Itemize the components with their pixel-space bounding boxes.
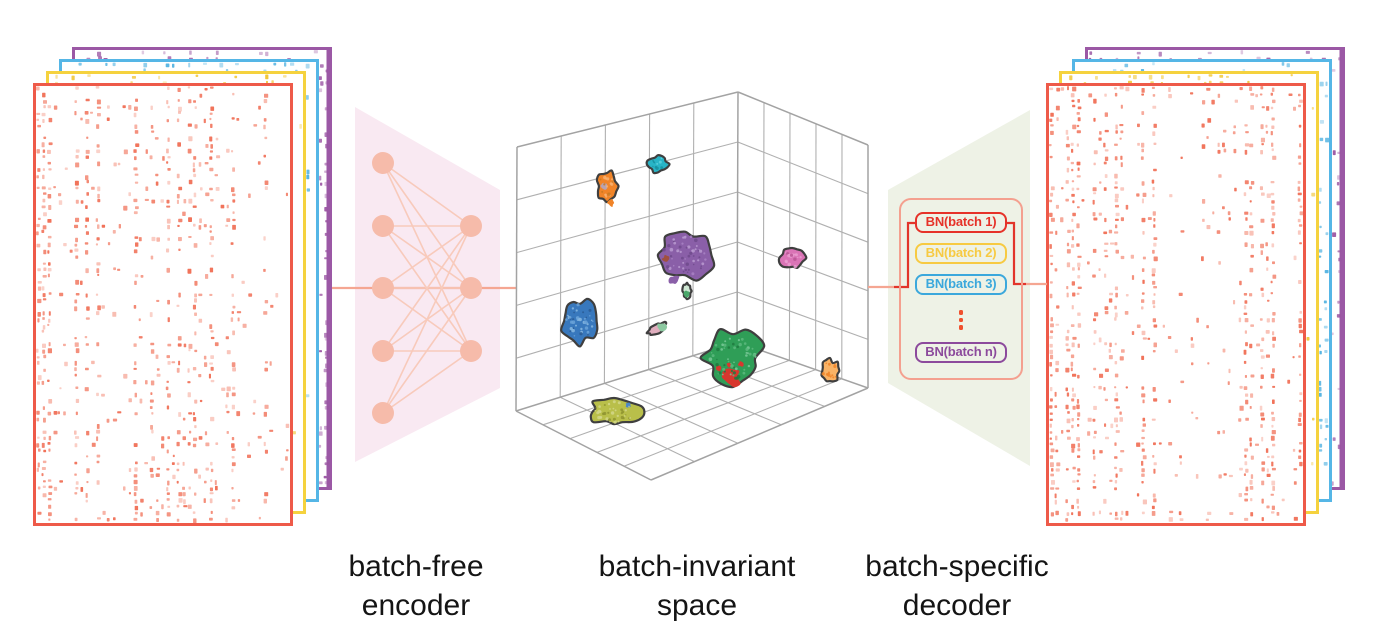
bn-batch-1-pill: BN(batch 1) [915,212,1007,233]
connector-lines [868,221,1047,289]
decoder-caption: batch-specific decoder [837,547,1077,625]
cluster-orange-right [820,356,841,383]
encoder-caption: batch-free encoder [296,547,536,625]
encoder-input-node [372,402,394,424]
decoder-caption-line2: decoder [902,589,1012,622]
cluster-magenta [777,246,808,269]
latent-space-caption: batch-invariant space [577,547,817,625]
encoder-network [372,152,482,424]
bn-batch-2-pill: BN(batch 2) [915,243,1007,264]
ellipsis-icon [957,310,965,330]
latent-space-cube [515,91,869,481]
encoder-caption-line2: encoder [361,589,471,622]
bn-batch-n-pill: BN(batch n) [915,342,1007,363]
cluster-teal-top [645,154,671,175]
encoder-input-node [372,277,394,299]
cluster-purple-large [656,230,716,284]
input-sheet-batch-1-matrix [33,83,293,526]
decoder-caption-line1: batch-specific [865,550,1049,583]
encoder-input-node [372,340,394,362]
cluster-blue [560,297,599,348]
cluster-green-large [699,328,766,389]
bracket-right [1007,221,1026,286]
cluster-mint-small [681,281,693,301]
encoder-caption-line1: batch-free [348,550,484,583]
encoder-latent-node [460,277,482,299]
cluster-orange-top [595,169,620,208]
batchnorm-stack-box: BN(batch 1) BN(batch 2) BN(batch 3) BN(b… [899,198,1023,380]
cluster-pink-green-capsule [645,320,668,337]
expression-dot-pattern [36,86,290,523]
encoder-latent-node [460,340,482,362]
latent-clusters [560,154,841,426]
encoder-input-node [372,215,394,237]
encoder-latent-node [460,215,482,237]
output-sheet-batch-1-matrix [1046,83,1306,526]
latent-caption-line1: batch-invariant [598,550,796,583]
latent-caption-line2: space [656,589,738,622]
encoder-input-node [372,152,394,174]
expression-dot-pattern [1049,86,1303,522]
bn-batch-3-pill: BN(batch 3) [915,274,1007,295]
cluster-olive [589,396,646,426]
bracket-left [894,221,915,289]
